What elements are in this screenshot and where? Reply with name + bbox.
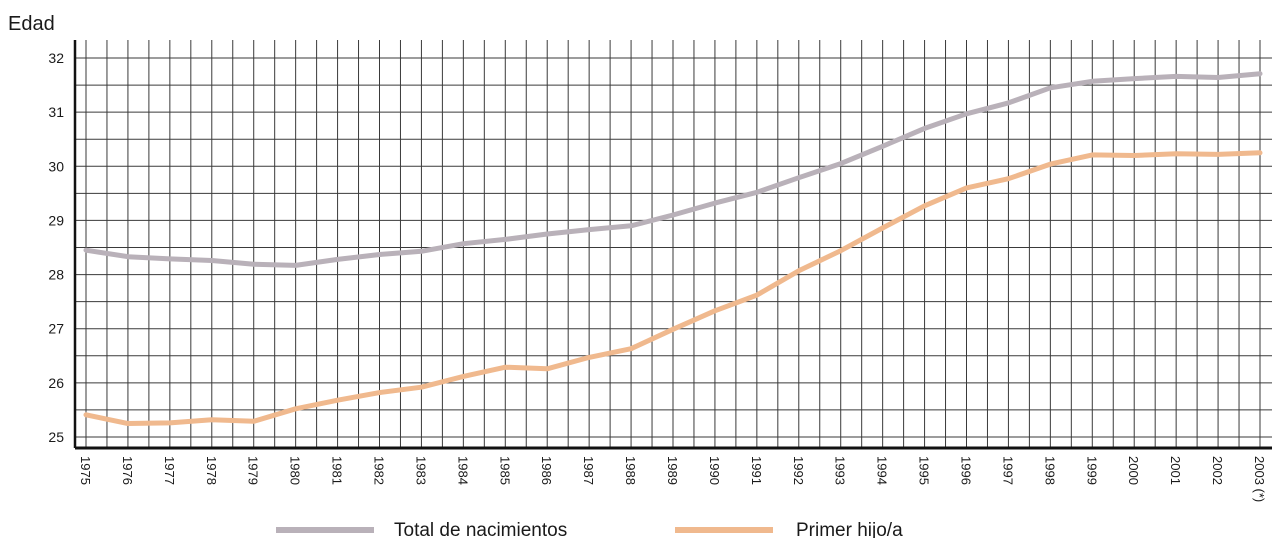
x-tick-label: 1997 [1000,456,1015,485]
gridlines [75,40,1272,448]
x-tick-label: 2000 [1126,456,1141,485]
x-tick-label: 1980 [288,456,303,485]
y-tick-label: 31 [48,104,64,120]
x-tick-label: 1985 [497,456,512,485]
x-tick-label: 1976 [120,456,135,485]
x-tick-label: 1992 [791,456,806,485]
y-tick-label: 25 [48,429,64,445]
y-tick-label: 32 [48,50,64,66]
legend: Total de nacimientos Primer hijo/a [276,520,903,538]
x-tick-label: 1978 [204,456,219,485]
x-tick-label: 1984 [455,456,470,485]
y-tick-label: 27 [48,321,64,337]
x-tick-label: 1996 [959,456,974,485]
y-tick-label: 26 [48,375,64,391]
x-tick-label: 1999 [1084,456,1099,485]
series-lines [83,71,1263,426]
x-tick-label: 1987 [581,456,596,485]
axes [73,40,1272,450]
x-tick-label: 1989 [665,456,680,485]
x-tick-label: 1990 [707,456,722,485]
legend-label: Total de nacimientos [394,520,567,538]
x-tick-label: 1983 [413,456,428,485]
y-tick-label: 30 [48,158,64,174]
x-tick-label: 1981 [330,456,345,485]
x-tick-label: 1998 [1042,456,1057,485]
x-tick-label: 1991 [749,456,764,485]
y-tick-label: 29 [48,212,64,228]
x-tick-label: 1993 [833,456,848,485]
x-tick-label: 2003 (*) [1252,456,1267,502]
series-line [83,71,1263,268]
y-tick-label: 28 [48,267,64,283]
x-tick-label: 2001 [1168,456,1183,485]
legend-label: Primer hijo/a [796,520,903,538]
y-axis-label: Edad [8,13,55,35]
x-tick-label: 1982 [372,456,387,485]
x-tick-label: 1986 [539,456,554,485]
x-tick-label: 1979 [246,456,261,485]
series-line [83,150,1263,426]
x-tick-label: 1994 [875,456,890,485]
tick-labels: 25 26 27 28 29 30 31 32 1975 1976 1977 1978 1979 1980… [48,50,1267,502]
x-tick-label: 1975 [78,456,93,485]
x-tick-label: 2002 [1210,456,1225,485]
x-tick-label: 1977 [162,456,177,485]
x-tick-label: 1988 [623,456,638,485]
x-tick-label: 1995 [917,456,932,485]
